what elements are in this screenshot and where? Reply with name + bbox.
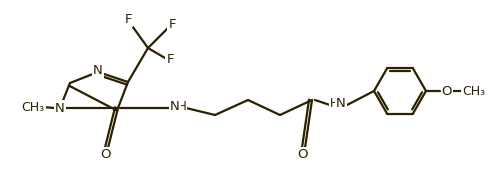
- Text: F: F: [166, 53, 174, 66]
- Text: O: O: [442, 84, 452, 97]
- Text: N: N: [55, 101, 65, 114]
- Text: O: O: [100, 148, 110, 162]
- Text: CH₃: CH₃: [462, 84, 485, 97]
- Text: O: O: [297, 148, 307, 162]
- Text: F: F: [168, 18, 176, 31]
- Text: N: N: [93, 63, 103, 77]
- Text: H: H: [330, 96, 338, 109]
- Text: H: H: [178, 100, 186, 112]
- Text: F: F: [124, 12, 132, 26]
- Text: N: N: [170, 100, 180, 112]
- Text: N: N: [336, 96, 346, 109]
- Text: CH₃: CH₃: [22, 100, 44, 113]
